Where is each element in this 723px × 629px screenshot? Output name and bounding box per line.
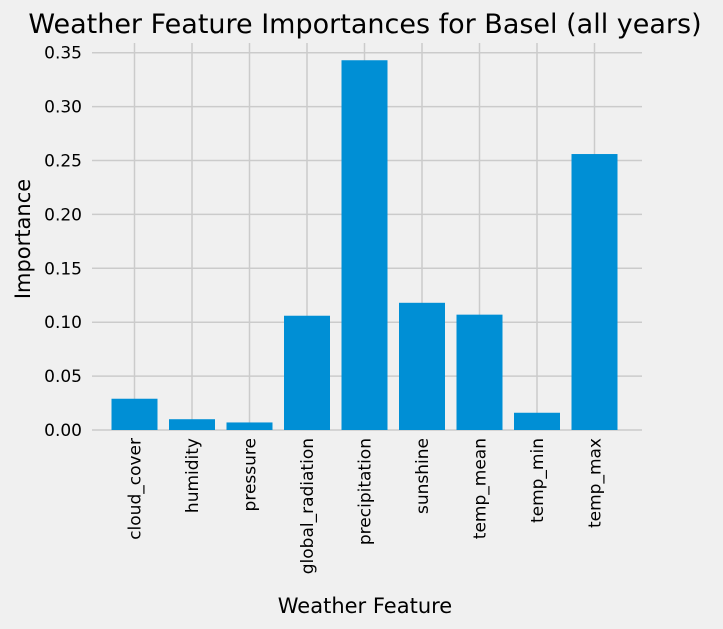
x-tick-label: sunshine: [413, 438, 433, 514]
bar-sunshine: [399, 302, 445, 430]
y-axis-label: Importance: [11, 179, 35, 299]
bar-cloud-cover: [111, 398, 158, 430]
y-tick-label: 0.30: [44, 98, 82, 118]
x-tick-label: temp_max: [586, 438, 606, 528]
chart-title: Weather Feature Importances for Basel (a…: [28, 9, 701, 40]
x-tick-label: temp_min: [528, 438, 548, 523]
x-tick-label: pressure: [241, 438, 261, 511]
y-tick-label: 0.35: [44, 44, 82, 64]
x-tick-label: global_radiation: [298, 438, 318, 574]
x-tick-label: cloud_cover: [126, 438, 146, 540]
y-tick-label: 0.05: [44, 367, 82, 387]
y-tick-label: 0.25: [44, 152, 82, 172]
bar-global-radiation: [284, 315, 330, 430]
x-axis-label: Weather Feature: [278, 594, 452, 618]
y-tick-label: 0.10: [44, 313, 82, 333]
x-tick-label: humidity: [183, 438, 203, 513]
x-tick-label: precipitation: [356, 438, 376, 545]
bar-humidity: [169, 419, 215, 430]
y-tick-label: 0.15: [44, 259, 82, 279]
y-tick-label: 0.00: [44, 421, 82, 441]
y-tick-label: 0.20: [44, 205, 82, 225]
bar-pressure: [226, 422, 273, 430]
bar-temp-mean: [456, 314, 503, 430]
bar-precipitation: [341, 60, 388, 430]
x-tick-labels: cloud_cover humidity pressure global_radiat…: [126, 438, 606, 574]
y-tick-labels: 0.00 0.05 0.10 0.15 0.20 0.25 0.30 0.35: [44, 44, 82, 441]
bar-temp-min: [514, 412, 560, 430]
x-tick-label: temp_mean: [471, 438, 491, 539]
bar-temp-max: [571, 154, 618, 431]
bars: [111, 60, 618, 431]
